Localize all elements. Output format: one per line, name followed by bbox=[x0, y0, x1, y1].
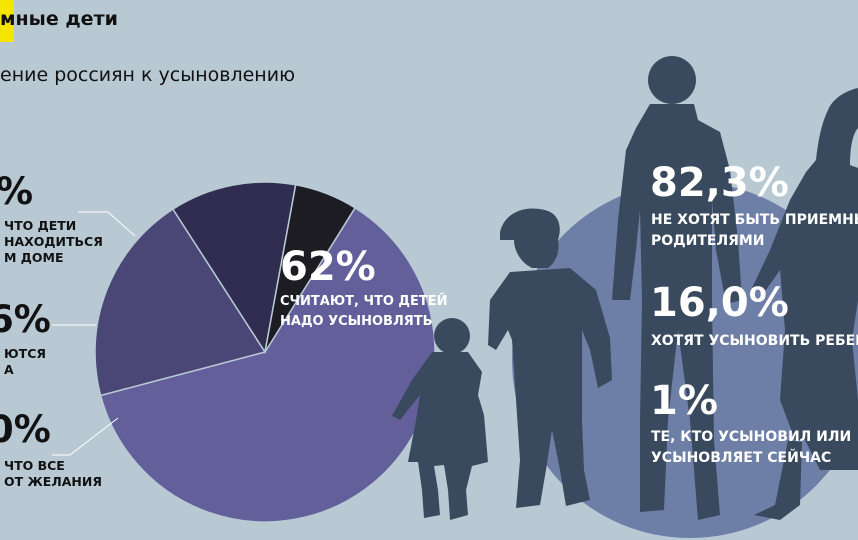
left-stat-3-line-2: от желания bbox=[4, 474, 102, 489]
left-stat-2-line-2: а bbox=[4, 362, 14, 377]
family-silhouette bbox=[392, 56, 858, 520]
leader-line-3 bbox=[52, 417, 119, 456]
left-stat-2-caption: ются а bbox=[0, 346, 46, 378]
page-subtitle: ение россиян к усыновлению bbox=[0, 64, 296, 86]
left-stat-1-line-2: находиться bbox=[4, 234, 103, 249]
right-stat-2-line-1: хотят усыновить ребенка bbox=[651, 333, 858, 349]
right-stat-3-caption: те, кто усыновил или усыновляет сейчас bbox=[651, 427, 851, 469]
left-stat-2-line-1: ются bbox=[4, 346, 46, 361]
leader-lines bbox=[52, 211, 136, 456]
left-stat-3-line-1: что все bbox=[4, 458, 65, 473]
mother-silhouette bbox=[752, 88, 858, 520]
left-stat-1-line-3: м доме bbox=[4, 250, 64, 265]
left-stat-3-caption: что все от желания bbox=[0, 458, 102, 490]
header-accent-mark bbox=[0, 0, 14, 42]
right-stat-3-percent: 1% bbox=[650, 378, 718, 424]
right-stat-2-percent: 16,0% bbox=[650, 280, 789, 326]
page-title: мные дети bbox=[0, 8, 118, 30]
pie-label-percent: 62% bbox=[280, 244, 376, 290]
pie-label-caption: считают, что детей надо усыновлять bbox=[280, 292, 447, 332]
right-stat-1-line-2: родителями bbox=[651, 233, 765, 249]
right-stat-1-line-1: не хотят быть приемными bbox=[651, 212, 858, 228]
pie-slice-2 bbox=[94, 208, 267, 397]
pie-chart bbox=[94, 181, 436, 523]
right-stat-1-caption: не хотят быть приемными родителями bbox=[651, 210, 858, 252]
pie-slice-4 bbox=[264, 183, 357, 353]
pie-label-line-2: надо усыновлять bbox=[280, 314, 433, 329]
left-stat-3-percent: 0% bbox=[0, 408, 51, 451]
right-stat-1-percent: 82,3% bbox=[650, 160, 789, 206]
pie-label-line-1: считают, что детей bbox=[280, 294, 448, 309]
left-stat-1-line-1: что дети bbox=[4, 218, 77, 233]
right-stat-3-line-1: те, кто усыновил или bbox=[651, 429, 852, 445]
father-silhouette bbox=[612, 56, 742, 520]
pie-slice-1 bbox=[99, 206, 436, 523]
leader-line-1 bbox=[78, 211, 136, 237]
girl-silhouette bbox=[392, 318, 488, 520]
right-stat-3-line-2: усыновляет сейчас bbox=[651, 450, 832, 466]
boy-silhouette bbox=[488, 208, 612, 508]
left-stat-2-percent: 6% bbox=[0, 298, 51, 341]
right-stat-2-caption: хотят усыновить ребенка bbox=[651, 331, 858, 352]
pie-slice-3 bbox=[171, 181, 297, 354]
left-stat-1-caption: что дети находиться м доме bbox=[0, 218, 103, 266]
left-stat-1-percent: % bbox=[0, 170, 33, 213]
